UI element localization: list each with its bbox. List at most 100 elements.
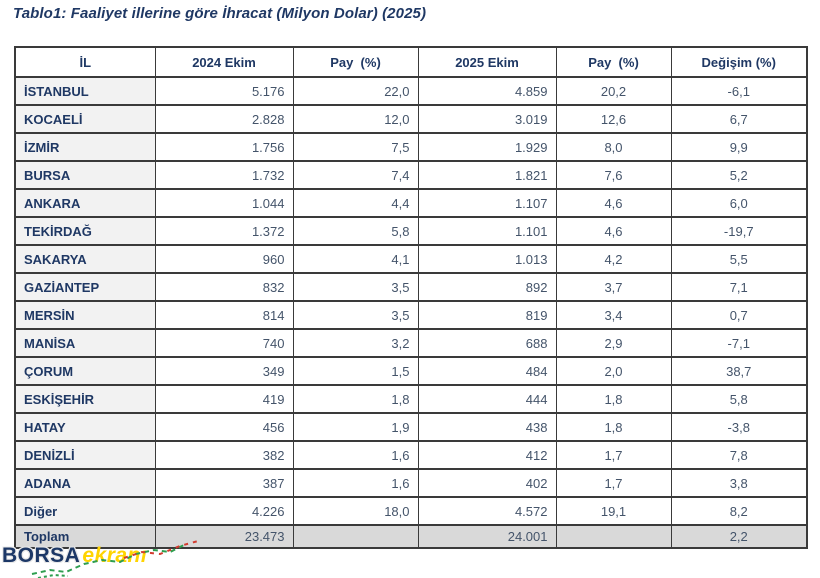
value-cell: 4.572 — [417, 496, 557, 526]
value-cell: 7,8 — [670, 440, 808, 470]
value-cell: 412 — [417, 440, 557, 470]
column-header-1: 2024 Ekim — [154, 46, 294, 78]
province-cell: DENİZLİ — [14, 440, 156, 470]
value-cell: 6,0 — [670, 188, 808, 218]
province-cell: ÇORUM — [14, 356, 156, 386]
page-title: Tablo1: Faaliyet illerine göre İhracat (… — [13, 5, 427, 22]
value-cell: 444 — [417, 384, 557, 414]
value-cell: 1,7 — [555, 440, 672, 470]
value-cell: 1.821 — [417, 160, 557, 190]
table-row: MERSİN 814 3,5 819 3,4 0,7 — [14, 300, 808, 330]
value-cell: 892 — [417, 272, 557, 302]
value-cell: 4,1 — [292, 244, 419, 274]
column-header-5: Değişim (%) — [670, 46, 808, 78]
value-cell: 0,7 — [670, 300, 808, 330]
table-row: DENİZLİ 382 1,6 412 1,7 7,8 — [14, 440, 808, 470]
table-row: HATAY 456 1,9 438 1,8 -3,8 — [14, 412, 808, 442]
value-cell: 832 — [154, 272, 294, 302]
value-cell: 1.732 — [154, 160, 294, 190]
province-cell: ANKARA — [14, 188, 156, 218]
table-row: ADANA 387 1,6 402 1,7 3,8 — [14, 468, 808, 498]
value-cell: 2,2 — [670, 524, 808, 549]
value-cell: 12,6 — [555, 104, 672, 134]
value-cell: 349 — [154, 356, 294, 386]
value-cell: 1,8 — [292, 384, 419, 414]
export-by-province-table: İL 2024 Ekim Pay (%) 2025 Ekim Pay (%) Değişi… — [14, 46, 808, 549]
value-cell: 382 — [154, 440, 294, 470]
value-cell: 1.107 — [417, 188, 557, 218]
value-cell: 1.013 — [417, 244, 557, 274]
value-cell: 484 — [417, 356, 557, 386]
province-cell: ESKİŞEHİR — [14, 384, 156, 414]
province-cell: İZMİR — [14, 132, 156, 162]
value-cell: 2,9 — [555, 328, 672, 358]
table-body: İSTANBUL 5.176 22,0 4.859 20,2 -6,1 KOCAELİ 2.8… — [14, 76, 808, 549]
total-row: Toplam 23.473 24.001 2,2 — [14, 524, 808, 549]
province-cell: Toplam — [14, 524, 156, 549]
value-cell: 6,7 — [670, 104, 808, 134]
value-cell: -7,1 — [670, 328, 808, 358]
table-row: MANİSA 740 3,2 688 2,9 -7,1 — [14, 328, 808, 358]
province-cell: GAZİANTEP — [14, 272, 156, 302]
header-row: İL 2024 Ekim Pay (%) 2025 Ekim Pay (%) Değişi… — [14, 46, 808, 78]
value-cell — [555, 524, 672, 549]
value-cell: 1.929 — [417, 132, 557, 162]
value-cell: 4.226 — [154, 496, 294, 526]
province-cell: İSTANBUL — [14, 76, 156, 106]
province-cell: TEKİRDAĞ — [14, 216, 156, 246]
value-cell: 1,6 — [292, 440, 419, 470]
value-cell: 19,1 — [555, 496, 672, 526]
value-cell: 1.101 — [417, 216, 557, 246]
value-cell — [292, 524, 419, 549]
value-cell: 4,4 — [292, 188, 419, 218]
province-cell: Diğer — [14, 496, 156, 526]
value-cell: 7,4 — [292, 160, 419, 190]
value-cell: 1,7 — [555, 468, 672, 498]
value-cell: 7,6 — [555, 160, 672, 190]
value-cell: 3,5 — [292, 300, 419, 330]
value-cell: 5,8 — [292, 216, 419, 246]
value-cell: 12,0 — [292, 104, 419, 134]
value-cell: 3,4 — [555, 300, 672, 330]
table-row: ANKARA 1.044 4,4 1.107 4,6 6,0 — [14, 188, 808, 218]
table-row: GAZİANTEP 832 3,5 892 3,7 7,1 — [14, 272, 808, 302]
table-row: TEKİRDAĞ 1.372 5,8 1.101 4,6 -19,7 — [14, 216, 808, 246]
value-cell: 20,2 — [555, 76, 672, 106]
value-cell: 1,9 — [292, 412, 419, 442]
province-cell: MANİSA — [14, 328, 156, 358]
province-cell: SAKARYA — [14, 244, 156, 274]
table-row: SAKARYA 960 4,1 1.013 4,2 5,5 — [14, 244, 808, 274]
table-row: KOCAELİ 2.828 12,0 3.019 12,6 6,7 — [14, 104, 808, 134]
value-cell: 9,9 — [670, 132, 808, 162]
province-cell: ADANA — [14, 468, 156, 498]
value-cell: 688 — [417, 328, 557, 358]
table-row: BURSA 1.732 7,4 1.821 7,6 5,2 — [14, 160, 808, 190]
value-cell: 3,7 — [555, 272, 672, 302]
value-cell: 1,8 — [555, 384, 672, 414]
value-cell: 2.828 — [154, 104, 294, 134]
value-cell: 8,0 — [555, 132, 672, 162]
value-cell: 18,0 — [292, 496, 419, 526]
value-cell: 814 — [154, 300, 294, 330]
value-cell: 456 — [154, 412, 294, 442]
value-cell: 4,6 — [555, 188, 672, 218]
value-cell: 4.859 — [417, 76, 557, 106]
value-cell: 2,0 — [555, 356, 672, 386]
table-row: ESKİŞEHİR 419 1,8 444 1,8 5,8 — [14, 384, 808, 414]
value-cell: 438 — [417, 412, 557, 442]
value-cell: 23.473 — [154, 524, 294, 549]
value-cell: 387 — [154, 468, 294, 498]
value-cell: 3.019 — [417, 104, 557, 134]
table-row: İSTANBUL 5.176 22,0 4.859 20,2 -6,1 — [14, 76, 808, 106]
value-cell: 4,6 — [555, 216, 672, 246]
value-cell: 7,1 — [670, 272, 808, 302]
value-cell: 1,5 — [292, 356, 419, 386]
value-cell: 3,2 — [292, 328, 419, 358]
value-cell: 24.001 — [417, 524, 557, 549]
value-cell: 1.044 — [154, 188, 294, 218]
table-row: Diğer 4.226 18,0 4.572 19,1 8,2 — [14, 496, 808, 526]
value-cell: 5.176 — [154, 76, 294, 106]
value-cell: 5,2 — [670, 160, 808, 190]
table-header: İL 2024 Ekim Pay (%) 2025 Ekim Pay (%) Değişi… — [14, 46, 808, 78]
value-cell: 38,7 — [670, 356, 808, 386]
